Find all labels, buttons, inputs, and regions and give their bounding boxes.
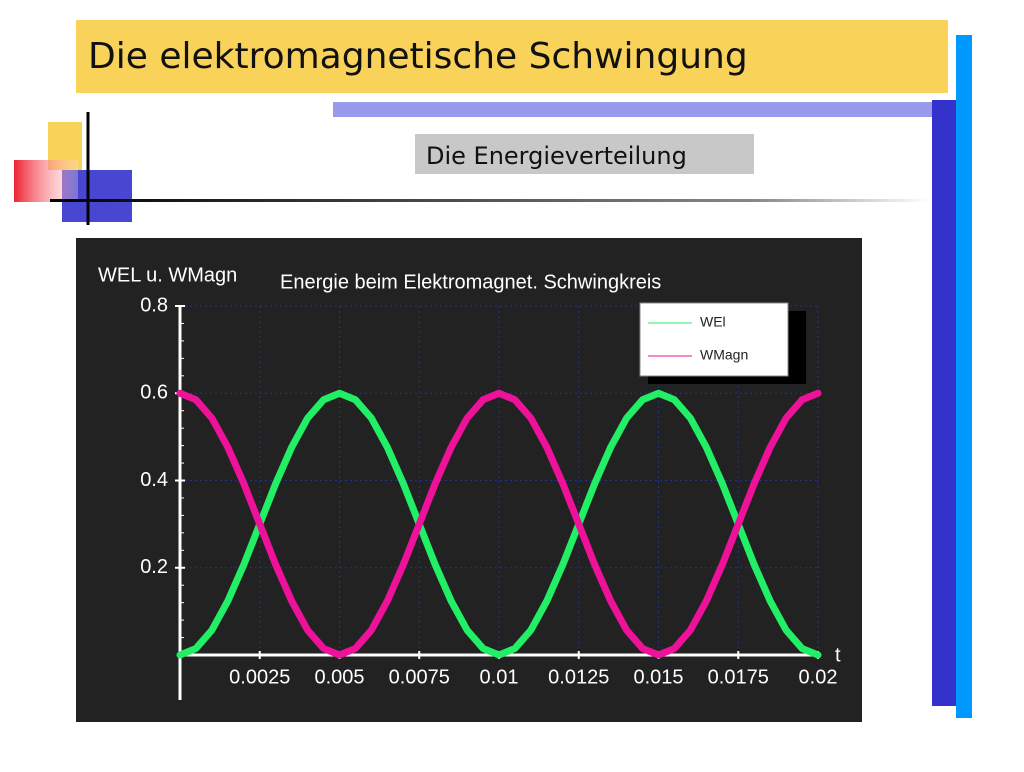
legend-label: WMagn (700, 347, 748, 363)
deco-bar (956, 35, 972, 718)
deco-bar (333, 102, 948, 117)
x-tick-label: 0.0025 (229, 666, 290, 688)
x-tick-label: 0.0125 (548, 666, 609, 688)
title-banner (76, 20, 948, 93)
x-tick-label: 0.0175 (708, 666, 769, 688)
slide-title: Die elektromagnetische Schwingung (88, 36, 748, 77)
x-tick-label: 0.02 (799, 666, 838, 688)
slide-subtitle: Die Energieverteilung (426, 142, 687, 170)
legend-label: WEl (700, 314, 726, 330)
y-tick-label: 0.8 (140, 294, 168, 316)
deco-bar (932, 100, 956, 706)
x-tick-label: 0.01 (480, 666, 519, 688)
y-tick-label: 0.6 (140, 382, 168, 404)
x-tick-label: 0.015 (633, 666, 683, 688)
x-tick-label: 0.005 (314, 666, 364, 688)
subtitle-box (415, 134, 754, 174)
deco-line (50, 199, 930, 202)
x-axis-label: t (835, 644, 841, 666)
x-tick-label: 0.0075 (389, 666, 450, 688)
y-axis-label: WEL u. WMagn (98, 264, 237, 286)
y-tick-label: 0.2 (140, 556, 168, 578)
chart-title: Energie beim Elektromagnet. Schwingkreis (280, 271, 661, 293)
series-line (176, 389, 822, 659)
plot: 0.0025 0.005 0.0075 0.01 0.0125 0.015 0.0175 0.… (140, 294, 837, 700)
series-line (176, 389, 822, 659)
legend-box (639, 302, 789, 377)
deco-square (14, 160, 78, 202)
y-tick-label: 0.4 (140, 469, 168, 491)
